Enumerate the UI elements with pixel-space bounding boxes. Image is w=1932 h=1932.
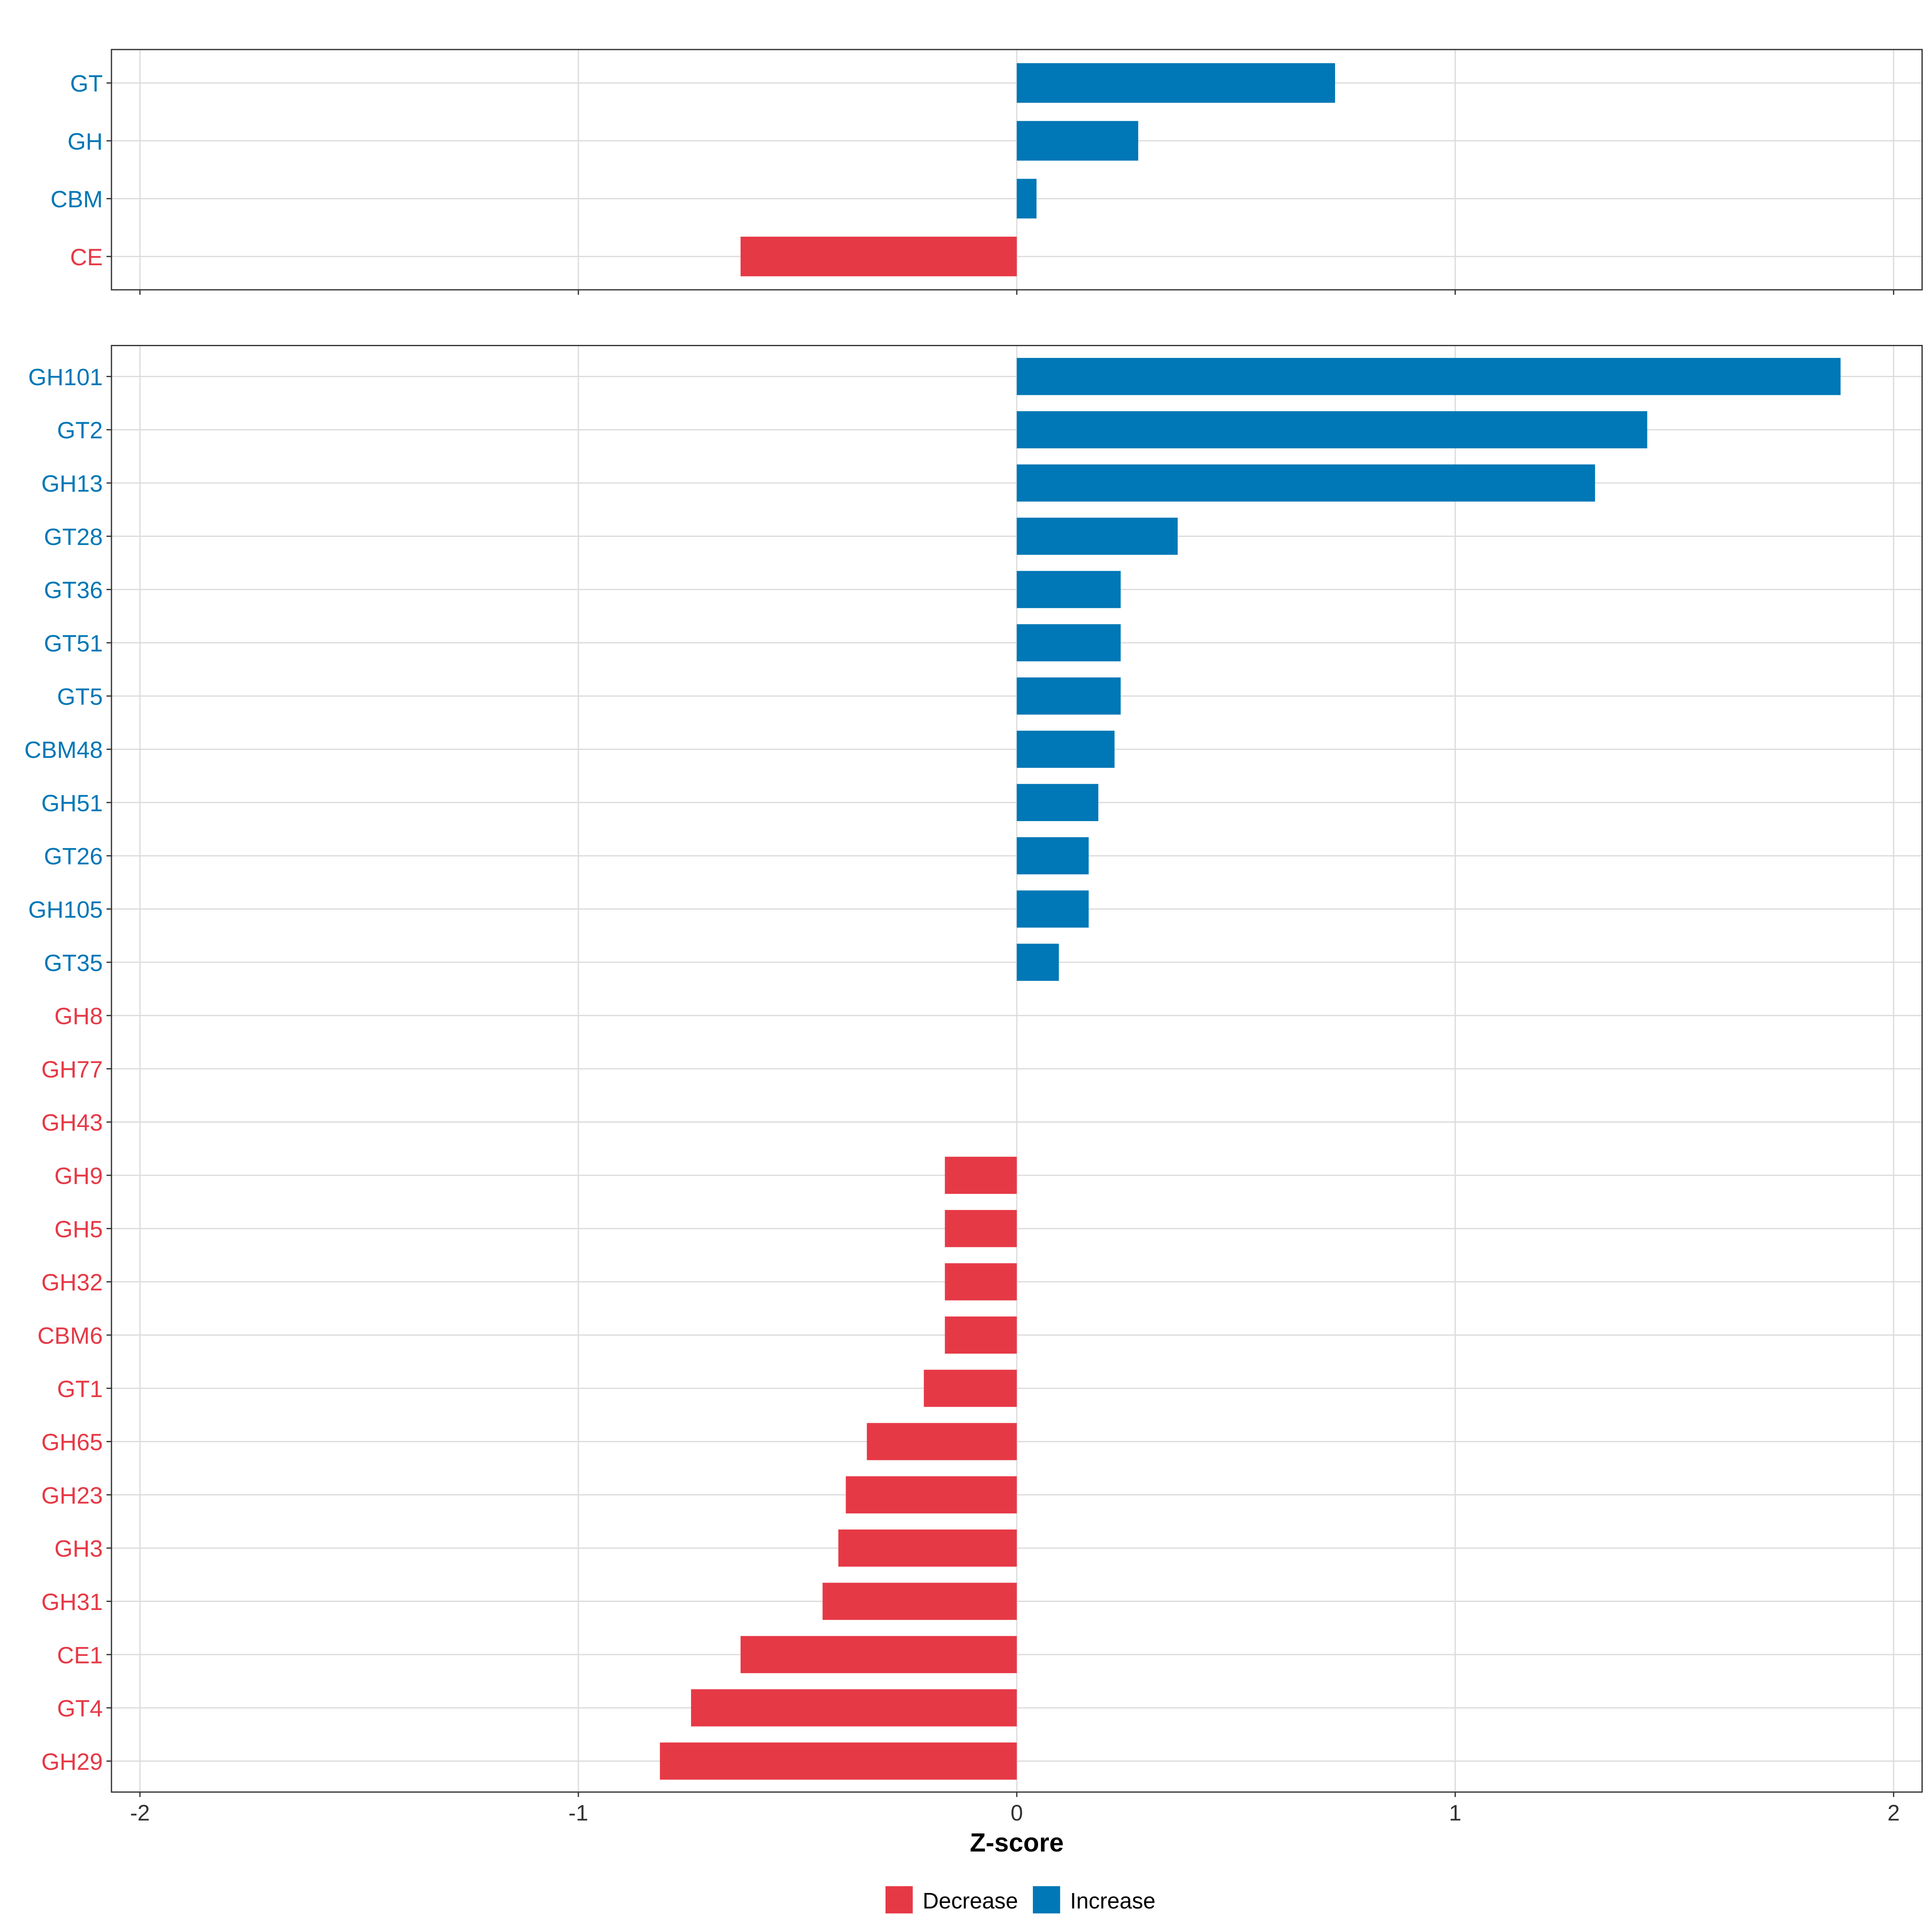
y-tick-label: CE1: [57, 1642, 103, 1668]
y-tick-label: GH77: [41, 1057, 103, 1083]
y-tick-label: CBM48: [24, 737, 103, 763]
y-tick-label: GT35: [44, 950, 103, 976]
y-tick-label: GT: [70, 71, 103, 97]
bar-cbm48: [1017, 731, 1115, 768]
x-tick-label: -2: [130, 1800, 150, 1825]
bar-gt36: [1017, 571, 1121, 608]
bar-gh32: [945, 1263, 1017, 1300]
bar-ce1: [740, 1636, 1017, 1673]
x-tick-label: -1: [568, 1800, 588, 1825]
y-tick-label: GT28: [44, 524, 103, 550]
y-tick-label: GH32: [41, 1269, 103, 1296]
bar-cbm: [1017, 179, 1037, 219]
y-tick-label: GT36: [44, 577, 103, 603]
y-tick-label: GT26: [44, 844, 103, 870]
y-tick-label: GT5: [57, 684, 103, 710]
bar-gh101: [1017, 358, 1841, 395]
y-tick-label: GH51: [41, 790, 103, 816]
y-tick-label: GH23: [41, 1482, 103, 1509]
y-tick-label: GH9: [54, 1163, 103, 1189]
legend: Decrease Increase: [886, 1886, 1156, 1913]
legend-label-increase: Increase: [1070, 1889, 1155, 1913]
y-tick-label: GH13: [41, 471, 103, 497]
bar-gt51: [1017, 624, 1121, 662]
bar-gh51: [1017, 784, 1098, 821]
x-tick-label: 0: [1011, 1800, 1023, 1825]
y-tick-label: GT51: [44, 630, 103, 656]
y-tick-label: GT2: [57, 417, 103, 444]
y-tick-label: GH29: [41, 1749, 103, 1775]
bar-gh105: [1017, 890, 1089, 928]
bar-gt28: [1017, 518, 1178, 555]
bar-gh5: [945, 1210, 1017, 1247]
bar-gt5: [1017, 677, 1121, 715]
bar-gt: [1017, 63, 1335, 103]
bar-gh29: [660, 1742, 1017, 1780]
bar-gh23: [846, 1476, 1017, 1513]
y-tick-label: GH105: [28, 897, 103, 923]
bar-cbm6: [945, 1316, 1017, 1354]
y-tick-label: GH3: [54, 1536, 103, 1562]
x-tick-label: 1: [1449, 1800, 1461, 1825]
x-axis-title: Z-score: [970, 1828, 1063, 1857]
y-tick-label: GH31: [41, 1589, 103, 1615]
y-tick-label: GH101: [28, 364, 103, 390]
y-tick-label: GH8: [54, 1003, 103, 1030]
y-tick-label: GH5: [54, 1216, 103, 1243]
bar-gh3: [838, 1530, 1017, 1567]
bar-gt1: [924, 1370, 1017, 1407]
y-tick-label: GH: [68, 128, 103, 155]
y-tick-label: GT1: [57, 1376, 103, 1402]
y-tick-label: CBM6: [37, 1323, 103, 1349]
y-tick-label: CE: [70, 244, 103, 270]
y-tick-label: GT4: [57, 1696, 103, 1722]
bar-gh9: [945, 1156, 1017, 1194]
legend-swatch-increase: [1033, 1886, 1060, 1913]
bar-gh13: [1017, 464, 1595, 502]
bar-gt35: [1017, 943, 1059, 981]
bar-gh: [1017, 121, 1138, 161]
y-tick-label: GH65: [41, 1429, 103, 1455]
y-tick-label: CBM: [50, 186, 103, 213]
bar-ce: [740, 237, 1017, 277]
bar-gh31: [822, 1583, 1017, 1620]
bar-gt2: [1017, 411, 1647, 448]
bar-gt4: [691, 1689, 1017, 1727]
legend-label-decrease: Decrease: [923, 1889, 1018, 1913]
bar-gh65: [867, 1423, 1017, 1460]
y-tick-label: GH43: [41, 1110, 103, 1136]
legend-swatch-decrease: [886, 1886, 913, 1913]
x-tick-label: 2: [1887, 1800, 1900, 1825]
bar-gt26: [1017, 837, 1089, 875]
